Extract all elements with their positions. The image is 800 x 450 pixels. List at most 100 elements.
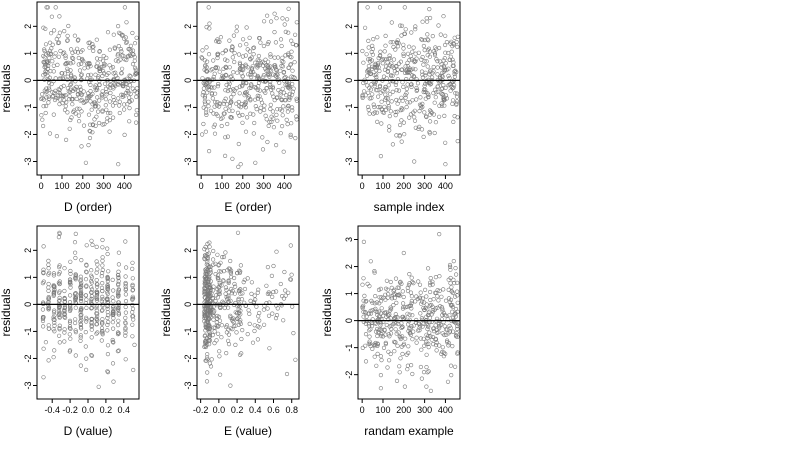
data-point (265, 139, 270, 145)
data-point (81, 123, 87, 128)
data-point (72, 320, 78, 326)
data-point (447, 75, 452, 81)
data-point (47, 131, 53, 136)
data-point (366, 38, 371, 44)
data-point (269, 119, 274, 124)
data-point (68, 307, 73, 312)
data-point (78, 84, 83, 89)
data-point (289, 49, 294, 54)
data-point (427, 72, 432, 77)
data-point (362, 89, 367, 94)
data-point (290, 68, 295, 73)
data-point (380, 57, 385, 62)
data-point (230, 77, 235, 82)
data-point (389, 99, 394, 104)
data-point (256, 314, 261, 319)
data-point (441, 287, 446, 292)
data-point (49, 14, 55, 19)
data-point (57, 263, 62, 268)
data-point (437, 343, 442, 348)
data-point (119, 92, 124, 97)
data-point (278, 68, 283, 73)
data-point (63, 55, 68, 60)
data-point (237, 113, 242, 118)
data-point (104, 89, 109, 95)
data-point (282, 22, 287, 27)
data-point (67, 97, 72, 102)
data-point (404, 68, 409, 73)
data-point (115, 323, 121, 328)
data-point (395, 67, 400, 72)
data-point (443, 162, 448, 167)
data-point (111, 379, 116, 384)
data-point (111, 340, 116, 345)
data-point (94, 298, 99, 303)
data-point (240, 83, 245, 88)
data-point (215, 275, 220, 281)
data-point (227, 65, 232, 70)
data-point (407, 312, 412, 317)
data-point (425, 48, 431, 53)
data-point (117, 99, 122, 104)
data-point (216, 81, 221, 87)
data-point (62, 307, 67, 313)
data-point (384, 57, 389, 62)
data-point (425, 19, 430, 24)
data-point (387, 128, 392, 133)
data-point (212, 309, 217, 314)
y-tick-label: 0 (344, 78, 354, 83)
data-point (243, 90, 248, 95)
data-point (122, 102, 127, 107)
data-point (212, 329, 217, 334)
data-point (217, 281, 222, 286)
data-point (394, 331, 399, 336)
data-point (123, 357, 128, 362)
data-point (106, 320, 111, 325)
data-point (67, 326, 72, 331)
data-point (452, 281, 457, 286)
data-point (67, 324, 73, 329)
data-point (99, 285, 105, 291)
data-point (268, 102, 273, 107)
data-point (370, 46, 376, 52)
data-point (215, 51, 220, 57)
data-point (94, 85, 99, 91)
data-point (57, 270, 62, 275)
data-point (402, 132, 407, 137)
data-point (225, 88, 230, 94)
data-point (203, 254, 208, 259)
data-point (73, 255, 78, 261)
data-point (78, 73, 84, 78)
data-point (421, 134, 426, 139)
data-point (448, 264, 453, 270)
data-point (258, 60, 263, 66)
data-point (215, 295, 220, 300)
data-point (451, 85, 456, 90)
data-point (40, 123, 46, 129)
data-point (73, 231, 78, 236)
data-point (51, 273, 57, 278)
y-tick-label: 0 (183, 302, 193, 307)
data-point (446, 73, 451, 78)
data-point (46, 288, 51, 294)
data-point (67, 293, 73, 298)
data-point (270, 109, 276, 114)
data-point (292, 75, 297, 80)
data-point (127, 83, 132, 88)
data-point (439, 73, 445, 78)
data-point (407, 44, 412, 49)
data-point (419, 316, 425, 321)
data-point (211, 304, 216, 310)
data-point (251, 112, 256, 117)
data-point (393, 82, 399, 87)
data-point (217, 282, 222, 287)
data-point (242, 277, 247, 282)
data-point (206, 265, 212, 270)
data-point (124, 20, 129, 25)
data-point (362, 293, 367, 299)
data-point (68, 259, 73, 264)
data-point (94, 114, 99, 119)
data-point (130, 51, 135, 56)
data-point (52, 289, 57, 294)
data-point (211, 124, 216, 129)
